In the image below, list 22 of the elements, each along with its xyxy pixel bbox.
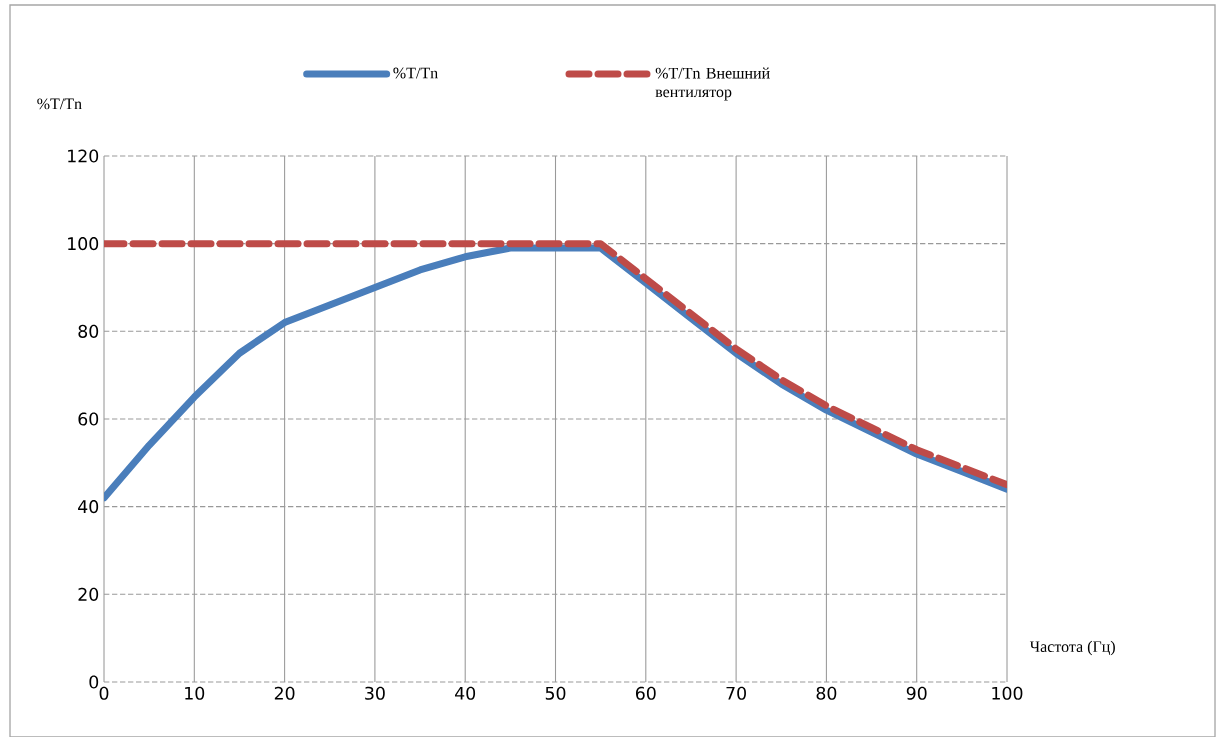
y-tick-label: 20 — [78, 587, 99, 601]
x-tick-label: 0 — [99, 686, 109, 700]
y-tick-label: 40 — [78, 500, 99, 514]
x-tick-label: 100 — [992, 686, 1023, 700]
x-tick-label: 90 — [906, 686, 927, 700]
x-tick-label: 20 — [274, 686, 295, 700]
x-tick-label: 70 — [726, 686, 746, 700]
y-tick-label: 0 — [89, 675, 99, 689]
y-axis-title: %T/Tn — [37, 98, 82, 110]
y-tick-label: 120 — [68, 149, 99, 163]
x-tick-label: 10 — [185, 686, 205, 700]
legend-label: %T/Tn Внешний вентилятор — [655, 67, 770, 101]
x-tick-label: 80 — [816, 686, 837, 700]
x-tick-label: 50 — [545, 686, 566, 700]
x-axis-title: Частота (Гц) — [1029, 640, 1115, 656]
x-tick-label: 30 — [365, 686, 385, 700]
y-tick-label: 60 — [78, 412, 99, 426]
y-tick-label: 80 — [78, 324, 99, 338]
x-tick-label: 40 — [455, 686, 476, 700]
y-tick-label: 100 — [68, 237, 99, 251]
x-tick-label: 60 — [635, 686, 656, 700]
legend-label: %T/Tn — [393, 67, 438, 79]
